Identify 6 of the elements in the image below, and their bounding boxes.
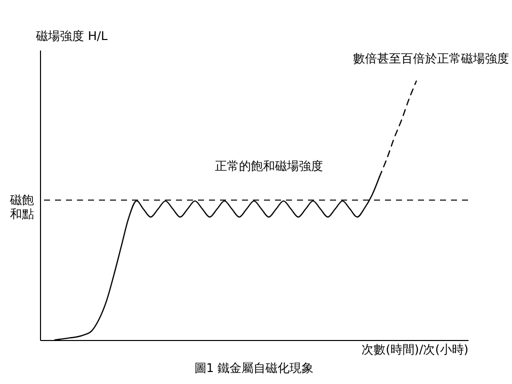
x-axis-title: 次數(時間)/次(小時) <box>362 342 468 356</box>
y-axis-title: 磁場強度 H/L <box>35 29 108 43</box>
annotation: 正常的飽和磁場強度 <box>214 159 323 173</box>
text: 圖1 鐵金屬自磁化現象 <box>194 361 314 375</box>
text: 數倍甚至百倍於正常磁場強度 <box>353 52 510 66</box>
ref-line-label: 磁飽和點 <box>9 193 34 222</box>
